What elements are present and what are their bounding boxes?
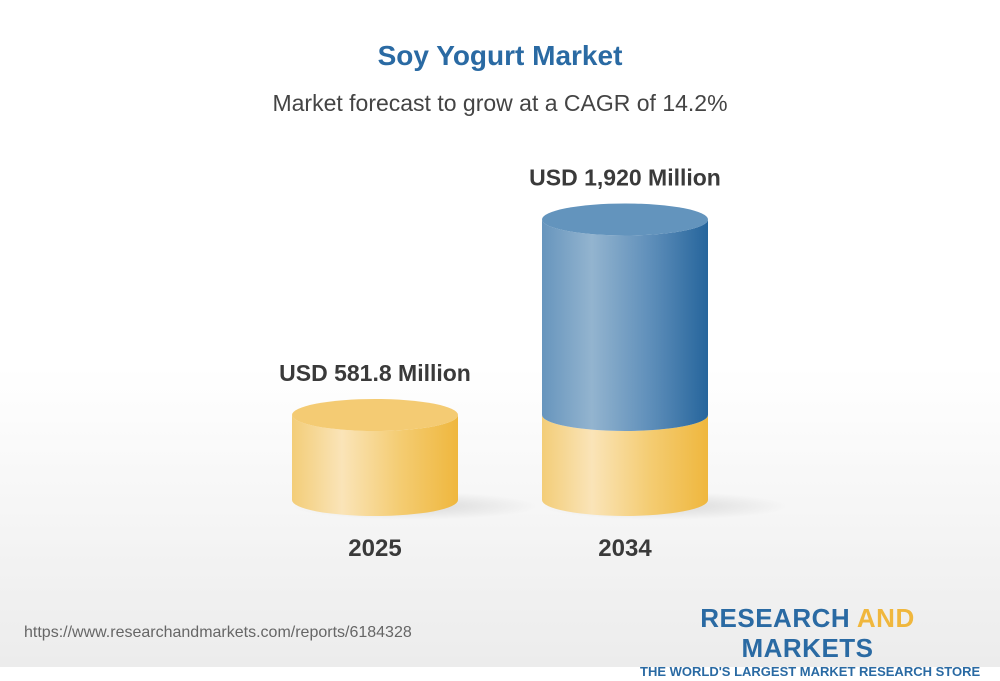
chart-subtitle: Market forecast to grow at a CAGR of 14.… [272, 90, 728, 116]
cylinder-top-2034 [542, 203, 708, 236]
research-and-markets-logo: RESEARCH AND MARKETS THE WORLD'S LARGEST… [640, 603, 981, 681]
data-label: USD 581.8 Million [279, 360, 471, 386]
logo-text-and: AND [856, 603, 915, 633]
x-tick-label: 2034 [598, 535, 652, 562]
logo-tagline: THE WORLD'S LARGEST MARKET RESEARCH STOR… [640, 664, 981, 679]
cylinder-bar-2025 [292, 415, 458, 516]
cylinder-growth-segment-2034 [542, 219, 708, 431]
chart-title: Soy Yogurt Market [377, 40, 623, 71]
report-url[interactable]: https://www.researchandmarkets.com/repor… [24, 624, 412, 641]
x-tick-label: 2025 [348, 535, 401, 562]
data-label: USD 1,920 Million [529, 164, 721, 190]
cylinder-base-segment-2034 [542, 415, 708, 516]
cylinder-top-2025 [292, 399, 458, 431]
cylinder-chart: USD 581.8 Million 2025 USD 1,920 Million 20… [279, 164, 788, 562]
logo-text: MARKETS [741, 633, 874, 663]
logo-text: RESEARCH [700, 603, 857, 633]
